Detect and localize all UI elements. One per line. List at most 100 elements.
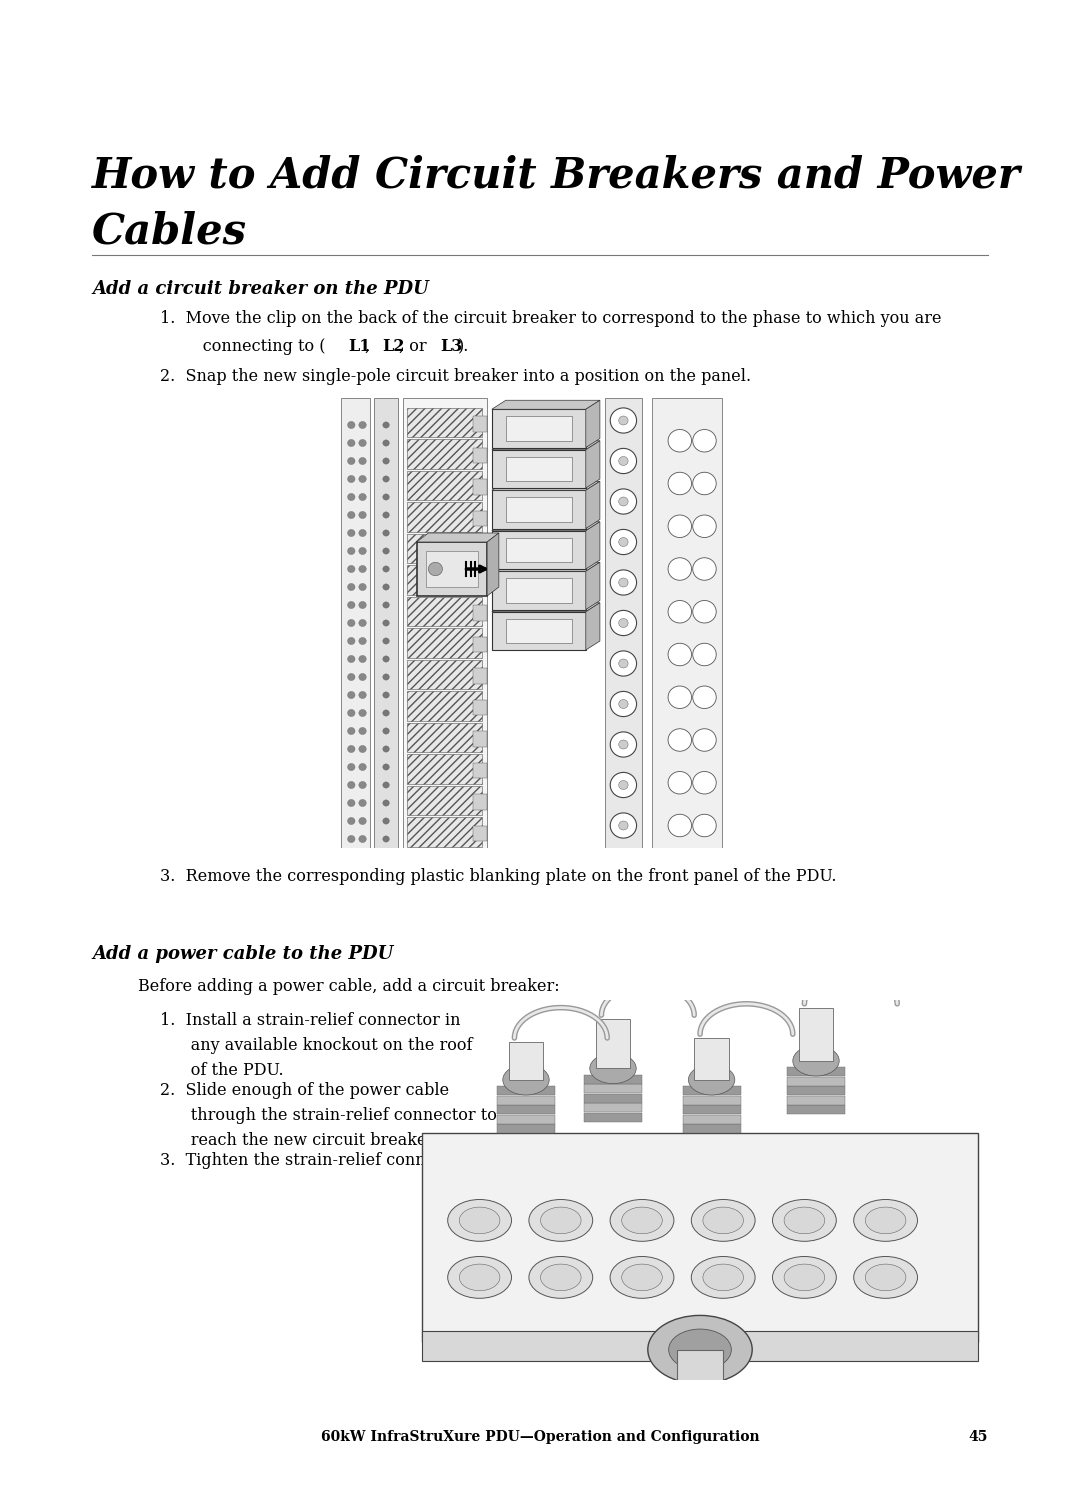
- Bar: [407, 502, 483, 532]
- Bar: [584, 1084, 642, 1093]
- Circle shape: [348, 673, 355, 680]
- Circle shape: [359, 601, 366, 609]
- Bar: [407, 754, 483, 784]
- Circle shape: [382, 674, 390, 680]
- Circle shape: [772, 1256, 836, 1298]
- Circle shape: [359, 584, 366, 591]
- Bar: [473, 731, 487, 747]
- Bar: [407, 408, 483, 437]
- Circle shape: [692, 515, 716, 538]
- Text: Add a power cable to the PDU: Add a power cable to the PDU: [92, 944, 393, 962]
- Text: ,: ,: [365, 339, 376, 355]
- Polygon shape: [585, 521, 599, 569]
- Bar: [473, 762, 487, 778]
- Circle shape: [382, 601, 390, 609]
- Bar: [505, 578, 571, 603]
- Circle shape: [703, 1207, 743, 1234]
- Circle shape: [610, 570, 636, 595]
- Bar: [497, 1124, 555, 1133]
- Circle shape: [348, 457, 355, 465]
- Bar: [497, 1096, 555, 1105]
- Bar: [473, 573, 487, 590]
- Circle shape: [348, 763, 355, 771]
- Circle shape: [669, 686, 691, 708]
- Circle shape: [382, 639, 390, 644]
- Text: connecting to (: connecting to (: [172, 339, 325, 355]
- Circle shape: [669, 600, 691, 624]
- Circle shape: [359, 836, 366, 842]
- Bar: [787, 1068, 845, 1077]
- Circle shape: [348, 601, 355, 609]
- Circle shape: [784, 1207, 825, 1234]
- Circle shape: [692, 686, 716, 708]
- Polygon shape: [585, 481, 599, 529]
- Circle shape: [619, 740, 629, 748]
- Bar: [426, 551, 477, 587]
- Circle shape: [382, 440, 390, 446]
- Polygon shape: [417, 533, 499, 542]
- Circle shape: [359, 548, 366, 554]
- Bar: [584, 1103, 642, 1112]
- Bar: [473, 668, 487, 683]
- Bar: [407, 440, 483, 469]
- Circle shape: [691, 1200, 755, 1241]
- Circle shape: [429, 563, 443, 576]
- Circle shape: [348, 440, 355, 447]
- Text: Cables: Cables: [92, 209, 247, 252]
- Polygon shape: [585, 563, 599, 609]
- Circle shape: [669, 429, 691, 451]
- Circle shape: [359, 728, 366, 735]
- Bar: [491, 450, 585, 489]
- Circle shape: [610, 1200, 674, 1241]
- Circle shape: [359, 619, 366, 627]
- Circle shape: [359, 511, 366, 518]
- Circle shape: [692, 472, 716, 495]
- Circle shape: [348, 493, 355, 500]
- Circle shape: [359, 457, 366, 465]
- Polygon shape: [491, 603, 599, 612]
- Bar: [787, 1086, 845, 1094]
- Circle shape: [648, 1316, 752, 1384]
- Circle shape: [459, 1264, 500, 1290]
- Circle shape: [669, 772, 691, 794]
- Bar: [683, 1124, 741, 1133]
- Circle shape: [610, 772, 636, 797]
- Circle shape: [348, 799, 355, 806]
- Circle shape: [540, 1264, 581, 1290]
- Circle shape: [622, 1207, 662, 1234]
- Circle shape: [669, 558, 691, 581]
- Text: 45: 45: [969, 1430, 988, 1443]
- Bar: [417, 542, 487, 595]
- Bar: [473, 480, 487, 495]
- Bar: [375, 398, 397, 848]
- Circle shape: [359, 799, 366, 806]
- Bar: [473, 637, 487, 652]
- Circle shape: [619, 699, 629, 708]
- Circle shape: [359, 710, 366, 717]
- Circle shape: [348, 566, 355, 573]
- Bar: [787, 1096, 845, 1105]
- Polygon shape: [585, 603, 599, 650]
- Circle shape: [853, 1200, 918, 1241]
- Bar: [407, 628, 483, 658]
- Circle shape: [853, 1256, 918, 1298]
- Circle shape: [359, 692, 366, 698]
- Circle shape: [772, 1200, 836, 1241]
- Circle shape: [382, 836, 390, 842]
- Circle shape: [619, 538, 629, 546]
- Circle shape: [348, 655, 355, 662]
- Polygon shape: [491, 563, 599, 572]
- Circle shape: [359, 637, 366, 644]
- Bar: [421, 1133, 978, 1342]
- Circle shape: [448, 1200, 512, 1241]
- Circle shape: [348, 422, 355, 429]
- Circle shape: [359, 763, 366, 771]
- Bar: [491, 410, 585, 447]
- Bar: [407, 817, 483, 846]
- Bar: [683, 1086, 741, 1094]
- Circle shape: [590, 1053, 636, 1084]
- Bar: [505, 538, 571, 563]
- Circle shape: [359, 745, 366, 753]
- Circle shape: [359, 475, 366, 483]
- Bar: [407, 659, 483, 689]
